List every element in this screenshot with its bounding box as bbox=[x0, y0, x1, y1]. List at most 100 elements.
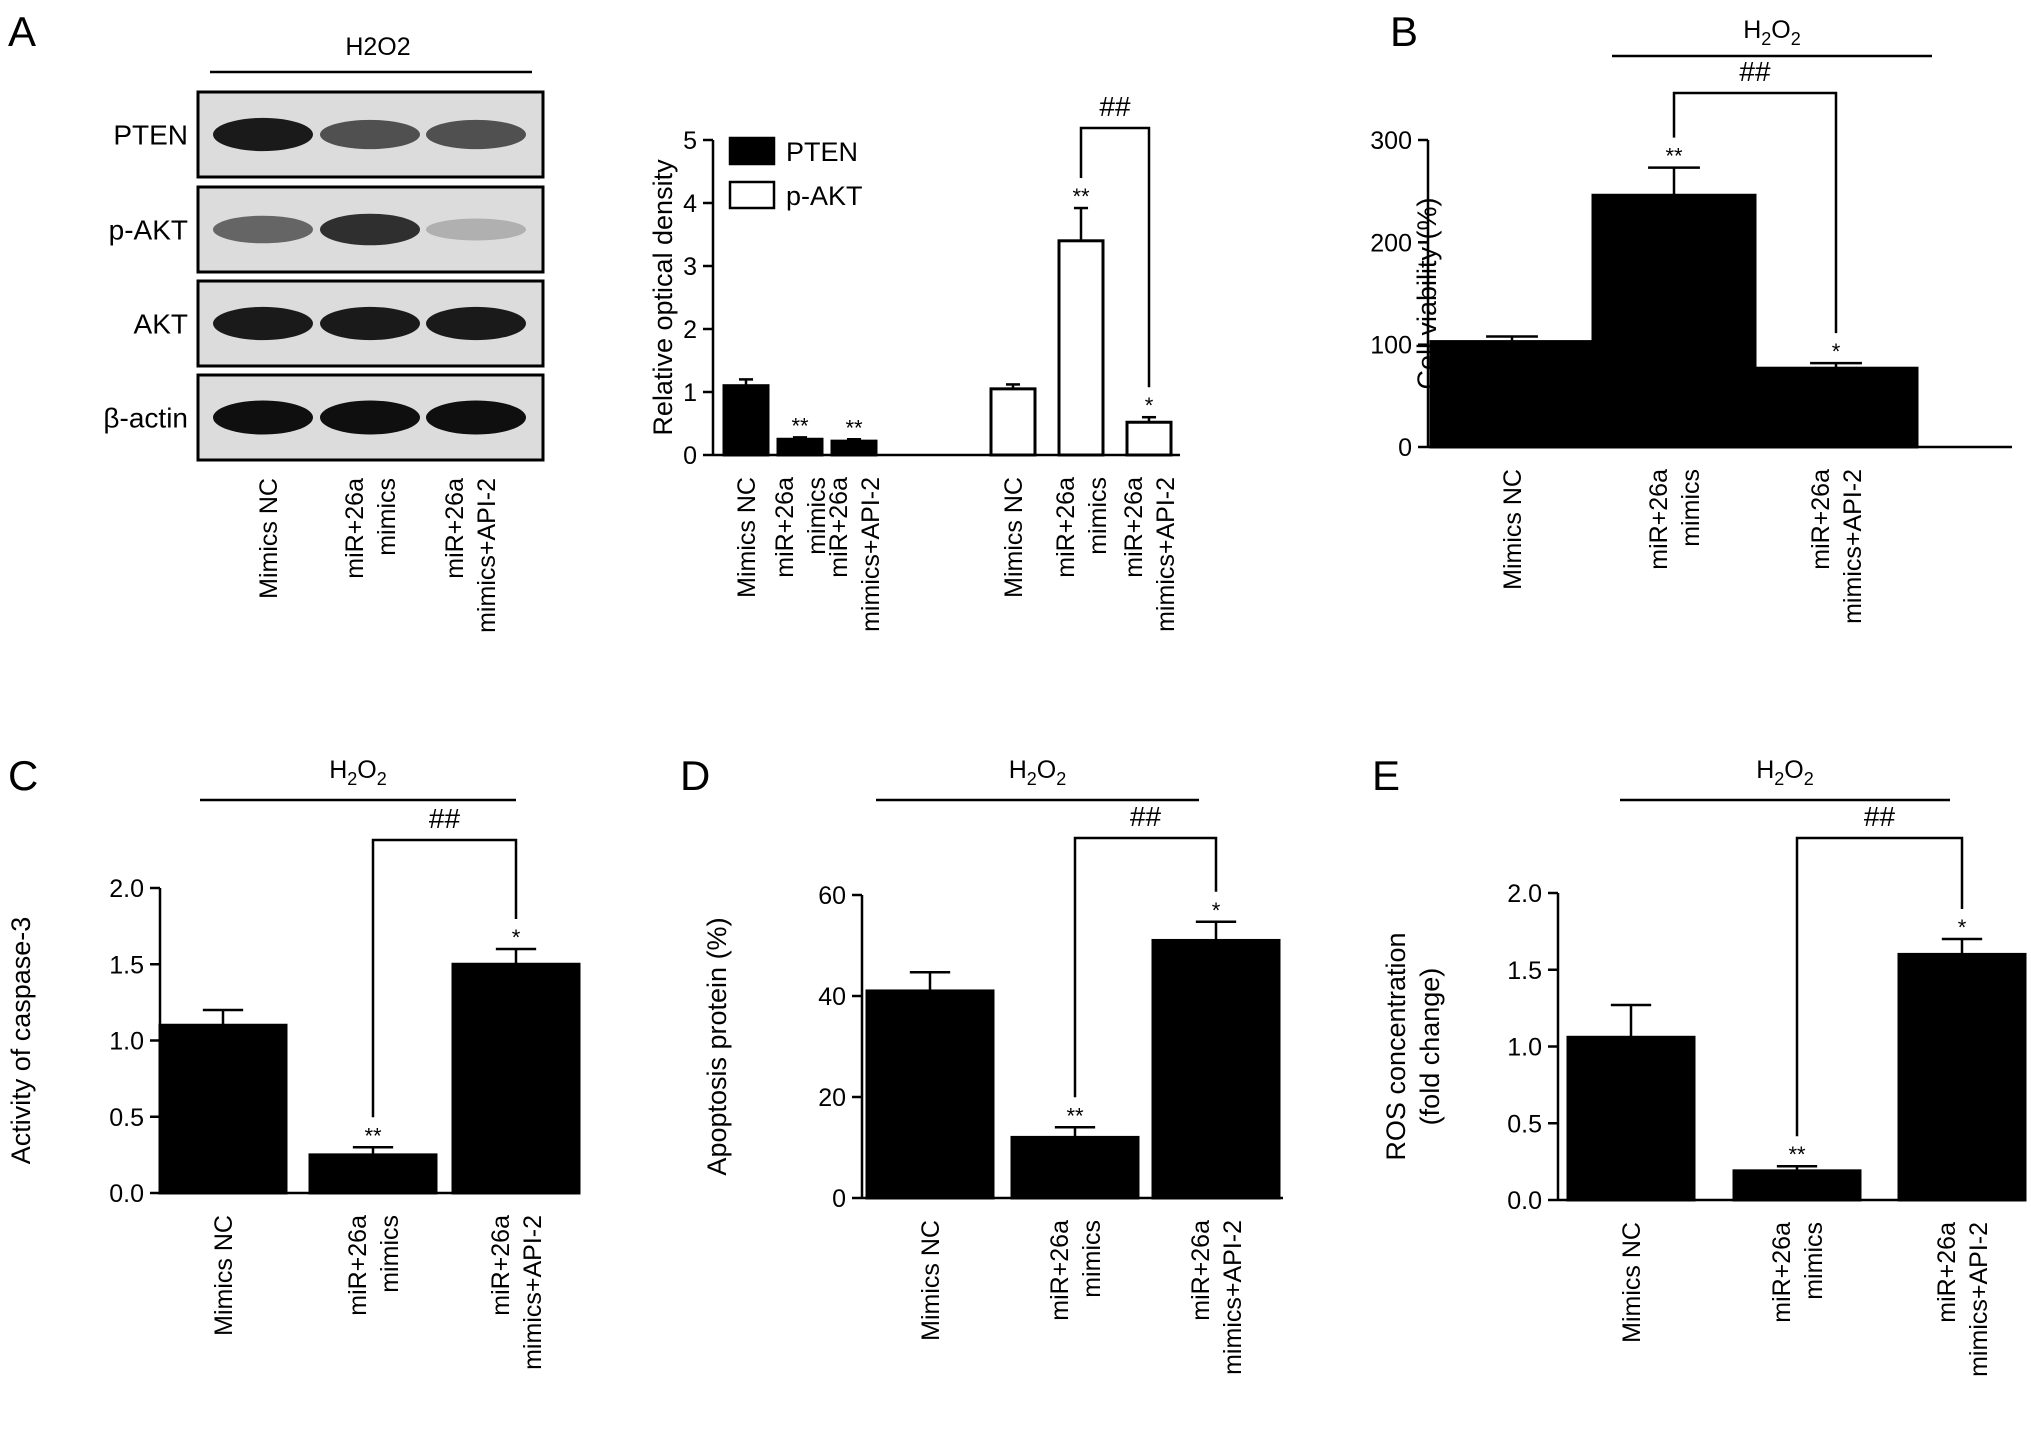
x-category-label: miR+26a bbox=[825, 477, 853, 578]
y-tick-label: 1.0 bbox=[1507, 1034, 1542, 1062]
treatment-label-part: O bbox=[1784, 756, 1803, 784]
bar bbox=[1057, 239, 1105, 457]
bar bbox=[1151, 938, 1281, 1200]
legend-label: PTEN bbox=[786, 137, 858, 167]
blot-lane-label: miR+26a bbox=[341, 478, 369, 579]
y-tick-label: 1.5 bbox=[109, 951, 144, 979]
bar bbox=[1566, 1035, 1696, 1202]
y-tick-label: 5 bbox=[683, 127, 697, 155]
bracket-label: ## bbox=[1864, 801, 1896, 832]
y-tick-label: 300 bbox=[1370, 127, 1412, 155]
x-category-label: Mimics NC bbox=[733, 477, 761, 598]
significance-star: ** bbox=[1066, 1103, 1084, 1128]
legend-swatch bbox=[728, 136, 776, 166]
significance-bracket bbox=[371, 838, 518, 1118]
y-tick-label: 2 bbox=[683, 316, 697, 344]
y-tick-label: 20 bbox=[818, 1084, 846, 1112]
x-category-label: miR+26a bbox=[1768, 1222, 1796, 1323]
blot-lane-label: Mimics NC bbox=[255, 478, 283, 599]
significance-bracket bbox=[1079, 126, 1151, 388]
bar bbox=[1591, 193, 1757, 449]
significance-star: * bbox=[1212, 898, 1221, 923]
x-category-label: mimics bbox=[1084, 477, 1112, 555]
y-tick-label: 0.5 bbox=[109, 1104, 144, 1132]
significance-star: ** bbox=[1788, 1142, 1806, 1167]
x-category-label: miR+26a bbox=[1933, 1222, 1961, 1323]
significance-bracket bbox=[1672, 91, 1838, 334]
y-tick-label: 1 bbox=[683, 379, 697, 407]
x-category-label: mimics bbox=[803, 477, 831, 555]
x-category-label: miR+26a bbox=[487, 1215, 515, 1316]
bar bbox=[722, 384, 770, 457]
blot-treatment-label: H2O2 bbox=[345, 33, 410, 61]
treatment-label-part: 2 bbox=[1761, 29, 1771, 49]
bar bbox=[1125, 420, 1173, 457]
blot-band bbox=[213, 306, 313, 341]
y-axis-title: Activity of caspase-3 bbox=[6, 917, 36, 1165]
blot-band bbox=[213, 117, 313, 152]
y-tick-label: 1.0 bbox=[109, 1028, 144, 1056]
treatment-label-part: 2 bbox=[377, 769, 387, 789]
treatment-label-part: O bbox=[357, 756, 376, 784]
y-tick-label: 0.0 bbox=[1507, 1187, 1542, 1215]
x-category-label: miR+26a bbox=[344, 1215, 372, 1316]
x-category-label: Mimics NC bbox=[1618, 1222, 1646, 1343]
significance-bracket bbox=[1073, 836, 1218, 1098]
treatment-label-part: 2 bbox=[1027, 769, 1037, 789]
blot-lane-label: miR+26a bbox=[441, 478, 469, 579]
y-tick-label: 40 bbox=[818, 983, 846, 1011]
bracket-label: ## bbox=[1739, 56, 1771, 87]
x-category-label: mimics+API-2 bbox=[1839, 469, 1867, 624]
x-category-label: mimics+API-2 bbox=[1152, 477, 1180, 632]
y-tick-label: 4 bbox=[683, 190, 697, 218]
panel-letter-A: A bbox=[8, 8, 36, 55]
blot-lane-label: mimics+API-2 bbox=[473, 478, 501, 633]
bracket-label: ## bbox=[1099, 91, 1131, 122]
y-tick-label: 2.0 bbox=[1507, 880, 1542, 908]
y-axis-title: Relative optical density bbox=[648, 159, 678, 436]
bar bbox=[776, 437, 824, 457]
y-tick-label: 0 bbox=[683, 442, 697, 470]
treatment-label-part: 2 bbox=[1056, 769, 1066, 789]
y-axis-title: ROS concentration bbox=[1381, 932, 1411, 1160]
panel-letter-D: D bbox=[680, 752, 710, 799]
bar bbox=[308, 1153, 438, 1195]
treatment-label: H2O2 bbox=[1009, 756, 1067, 789]
legend: PTEN p-AKT bbox=[728, 136, 863, 211]
y-tick-label: 3 bbox=[683, 253, 697, 281]
treatment-label-part: H bbox=[329, 756, 347, 784]
treatment-label-part: H bbox=[1009, 756, 1027, 784]
chart-panel-E: 0.0 0.5 1.0 1.5 2.0 ROS concentration (fold ch… bbox=[1381, 756, 2027, 1377]
significance-star: ** bbox=[845, 415, 863, 440]
y-tick-label: 0 bbox=[1398, 434, 1412, 462]
treatment-label: H2O2 bbox=[1756, 756, 1814, 789]
significance-star: * bbox=[1145, 393, 1154, 418]
x-category-label: mimics bbox=[1078, 1220, 1106, 1298]
x-category-label: Mimics NC bbox=[917, 1220, 945, 1341]
bar bbox=[1897, 952, 2027, 1202]
blot-band bbox=[320, 306, 420, 341]
x-category-label: mimics+API-2 bbox=[519, 1215, 547, 1370]
x-category-label: mimics bbox=[376, 1215, 404, 1293]
x-category-label: Mimics NC bbox=[1499, 469, 1527, 590]
treatment-label-part: 2 bbox=[1804, 769, 1814, 789]
treatment-label-part: H bbox=[1756, 756, 1774, 784]
y-tick-label: 60 bbox=[818, 882, 846, 910]
x-category-label: miR+26a bbox=[1645, 469, 1673, 570]
treatment-label-part: H bbox=[1743, 16, 1761, 44]
blot-band bbox=[320, 213, 420, 246]
significance-star: ** bbox=[1665, 144, 1683, 169]
panel-letter-C: C bbox=[8, 752, 38, 799]
treatment-label-part: O bbox=[1037, 756, 1056, 784]
bar bbox=[865, 989, 995, 1200]
x-category-label: mimics+API-2 bbox=[1219, 1220, 1247, 1375]
blot-row-label: β-actin bbox=[103, 403, 188, 434]
bar bbox=[1010, 1135, 1140, 1200]
bar bbox=[158, 1023, 288, 1195]
y-tick-label: 0.0 bbox=[109, 1180, 144, 1208]
panel-letter-E: E bbox=[1372, 752, 1400, 799]
